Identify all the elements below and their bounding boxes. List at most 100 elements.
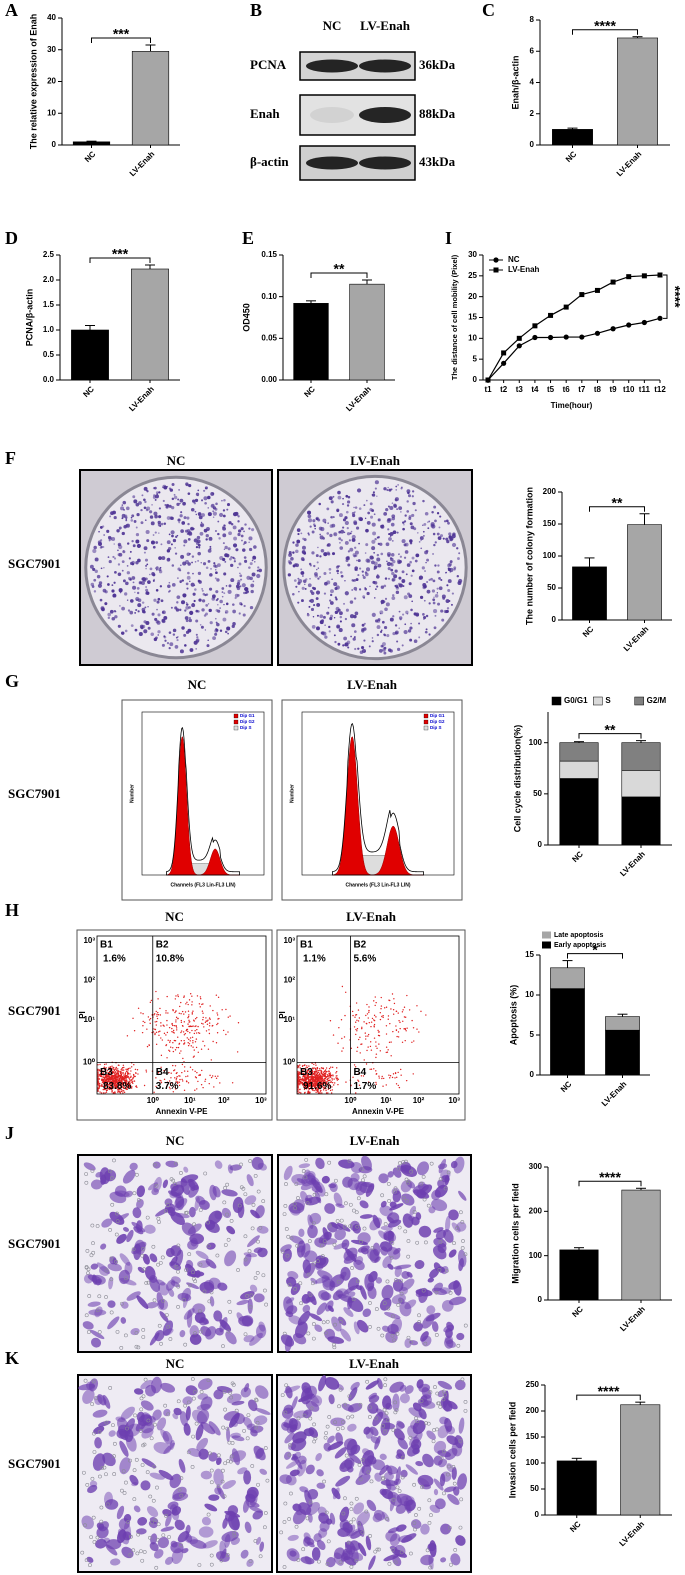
colony <box>376 553 380 557</box>
event <box>189 1025 191 1027</box>
event <box>103 1083 105 1085</box>
event <box>227 1031 229 1033</box>
event <box>110 1080 112 1083</box>
colony <box>130 516 133 519</box>
colony <box>149 510 153 514</box>
event <box>123 1074 125 1076</box>
y-tick-label: 100 <box>526 1458 540 1467</box>
event <box>109 1074 112 1076</box>
event <box>97 1075 99 1078</box>
event <box>406 1027 408 1029</box>
colony <box>457 557 460 560</box>
event <box>390 1041 392 1043</box>
event <box>130 1075 132 1078</box>
colony <box>345 510 349 514</box>
colony <box>212 511 217 516</box>
colony <box>113 515 117 520</box>
event <box>395 1029 398 1031</box>
event <box>343 1036 346 1038</box>
colony <box>200 625 204 629</box>
colony <box>221 587 225 590</box>
colony <box>154 567 157 569</box>
event <box>333 1082 336 1084</box>
colony <box>239 602 243 606</box>
colony <box>340 539 343 542</box>
event <box>114 1074 116 1077</box>
colony <box>383 633 386 636</box>
colony <box>182 593 187 598</box>
event <box>155 1024 157 1026</box>
colony <box>403 520 407 523</box>
x-tick-label: NC <box>81 384 96 399</box>
colony <box>376 574 380 579</box>
colony <box>210 504 215 508</box>
colony <box>401 644 404 647</box>
colony <box>427 527 430 530</box>
y-tick-label: 100 <box>543 551 557 560</box>
colony <box>402 527 405 531</box>
event <box>390 1008 392 1010</box>
event <box>401 1011 404 1013</box>
event <box>111 1082 114 1085</box>
colony <box>178 521 180 524</box>
event <box>155 1031 158 1034</box>
colony <box>258 568 263 573</box>
event <box>104 1081 106 1083</box>
quadrant-percent: 5.6% <box>353 954 376 965</box>
colony <box>129 610 134 615</box>
colony <box>387 486 389 489</box>
colony <box>334 533 336 535</box>
colony <box>430 577 433 581</box>
colony <box>124 629 128 633</box>
event <box>149 1001 152 1004</box>
colony <box>300 532 303 535</box>
event <box>101 1085 104 1088</box>
event <box>177 1036 179 1038</box>
event <box>316 1067 319 1069</box>
colony <box>205 603 209 607</box>
colony <box>202 562 207 566</box>
colony <box>408 494 412 498</box>
colony <box>403 556 407 559</box>
colony <box>328 625 331 629</box>
event <box>304 1077 306 1080</box>
event <box>404 1028 407 1031</box>
colony <box>399 618 402 621</box>
event <box>331 1089 334 1091</box>
event <box>299 1080 301 1083</box>
colony <box>209 547 212 550</box>
colony <box>222 526 225 529</box>
colony <box>344 540 349 545</box>
colony <box>194 560 197 563</box>
event <box>177 995 179 998</box>
colony <box>440 578 443 582</box>
colony <box>201 608 205 612</box>
event <box>108 1072 111 1074</box>
colony <box>193 528 195 530</box>
colony <box>448 532 452 536</box>
colony <box>243 530 245 533</box>
event <box>313 1071 315 1073</box>
colony <box>336 624 341 629</box>
event <box>187 1082 190 1084</box>
marker <box>485 377 491 383</box>
event <box>381 1015 383 1018</box>
colony <box>135 533 140 537</box>
colony <box>176 534 179 537</box>
colony <box>134 591 136 594</box>
colony <box>161 619 166 624</box>
event <box>212 1040 214 1043</box>
y-tick-label: 0.5 <box>43 350 55 359</box>
event <box>184 1032 187 1035</box>
event <box>199 1074 201 1077</box>
event <box>197 1051 199 1054</box>
event <box>160 1054 163 1057</box>
event <box>357 1009 360 1011</box>
event <box>110 1077 112 1079</box>
colony <box>123 514 128 518</box>
event <box>382 1085 384 1087</box>
legend-swatch <box>233 719 239 725</box>
event <box>193 1032 196 1035</box>
event <box>181 1063 184 1066</box>
colony <box>100 545 103 549</box>
